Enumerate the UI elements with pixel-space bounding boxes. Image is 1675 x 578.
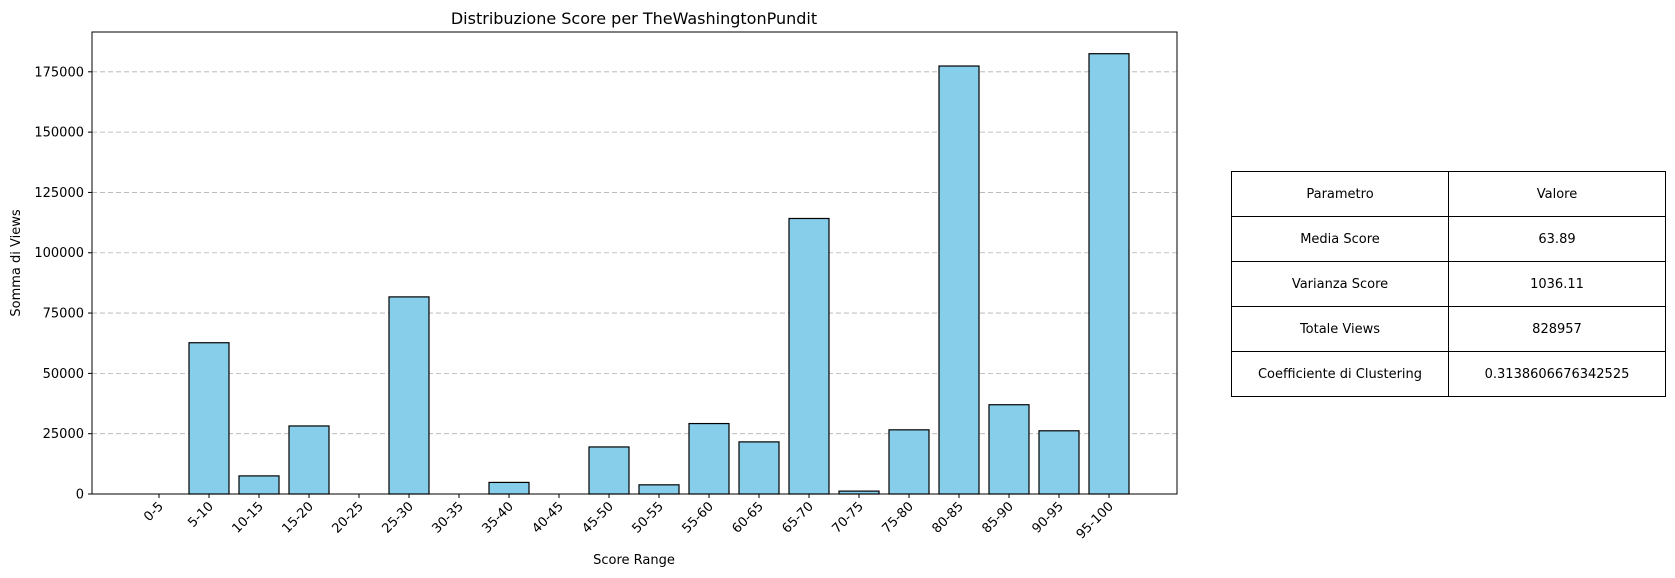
y-tick-label: 0 xyxy=(76,488,84,503)
table-cell: Media Score xyxy=(1231,216,1449,262)
bars xyxy=(188,53,1130,495)
bar xyxy=(988,404,1030,495)
x-tick-label: 20-25 xyxy=(330,499,367,536)
x-tick-label: 80-85 xyxy=(930,499,967,536)
x-tick-label: 0-5 xyxy=(141,499,167,525)
y-axis-ticks: 0 25000 50000 75000 100000 125000 150000 175000 xyxy=(34,65,92,503)
x-tick-label: 10-15 xyxy=(230,499,267,536)
table-cell: Varianza Score xyxy=(1231,261,1449,307)
bar xyxy=(688,422,730,495)
x-tick-label: 50-55 xyxy=(630,499,667,536)
table-row: Totale Views 828957 xyxy=(1231,306,1666,352)
bar xyxy=(188,342,230,495)
table-row: Media Score 63.89 xyxy=(1231,216,1666,262)
x-tick-label: 70-75 xyxy=(830,499,867,536)
x-tick-label: 5-10 xyxy=(185,499,216,530)
table-cell: Coefficiente di Clustering xyxy=(1231,351,1449,397)
x-tick-label: 40-45 xyxy=(530,499,567,536)
x-tick-label: 45-50 xyxy=(580,499,617,536)
x-axis-label: Score Range xyxy=(593,553,675,568)
bar xyxy=(738,441,780,495)
chart-title: Distribuzione Score per TheWashingtonPun… xyxy=(451,9,817,28)
x-tick-label: 55-60 xyxy=(680,499,717,536)
bar xyxy=(1088,53,1130,495)
x-axis-ticks: 0-5 5-10 10-15 15-20 20-25 25-30 30-35 35-40 40-… xyxy=(141,494,1117,542)
x-tick-label: 15-20 xyxy=(280,499,317,536)
bar xyxy=(488,481,530,495)
table-cell: 1036.11 xyxy=(1448,261,1666,307)
table-row: Varianza Score 1036.11 xyxy=(1231,261,1666,307)
y-tick-label: 175000 xyxy=(34,65,84,80)
y-tick-label: 25000 xyxy=(43,427,84,442)
x-tick-label: 25-30 xyxy=(380,499,417,536)
x-tick-label: 35-40 xyxy=(480,499,517,536)
bar xyxy=(888,429,930,495)
bar xyxy=(788,217,830,495)
y-tick-label: 50000 xyxy=(43,367,84,382)
x-tick-label: 30-35 xyxy=(430,499,467,536)
x-tick-label: 95-100 xyxy=(1074,499,1117,542)
x-tick-label: 65-70 xyxy=(780,499,817,536)
bar xyxy=(938,65,980,495)
table-header-cell: Parametro xyxy=(1231,171,1449,217)
y-tick-label: 75000 xyxy=(43,307,84,322)
table-cell: 0.3138606676342525 xyxy=(1448,351,1666,397)
y-tick-label: 100000 xyxy=(34,246,84,261)
bar xyxy=(288,425,330,495)
bar xyxy=(1038,430,1080,495)
table-cell: 828957 xyxy=(1448,306,1666,352)
x-tick-label: 90-95 xyxy=(1030,499,1067,536)
y-tick-label: 125000 xyxy=(34,186,84,201)
table-row: Coefficiente di Clustering 0.31386066763… xyxy=(1231,351,1666,397)
table-cell: Totale Views xyxy=(1231,306,1449,352)
y-axis-label: Somma di Views xyxy=(9,209,24,316)
y-tick-label: 150000 xyxy=(34,126,84,141)
bar xyxy=(588,446,630,495)
x-tick-label: 60-65 xyxy=(730,499,767,536)
x-tick-label: 85-90 xyxy=(980,499,1017,536)
axes-frame xyxy=(91,31,1178,495)
grid-lines xyxy=(92,71,1177,435)
stats-table: Parametro Valore Media Score 63.89 Varia… xyxy=(1231,171,1666,397)
table-cell: 63.89 xyxy=(1448,216,1666,262)
x-tick-label: 75-80 xyxy=(880,499,917,536)
table-header-row: Parametro Valore xyxy=(1231,171,1666,217)
table-header-cell: Valore xyxy=(1448,171,1666,217)
bar xyxy=(238,475,280,495)
bar xyxy=(388,296,430,495)
bar xyxy=(638,484,680,495)
